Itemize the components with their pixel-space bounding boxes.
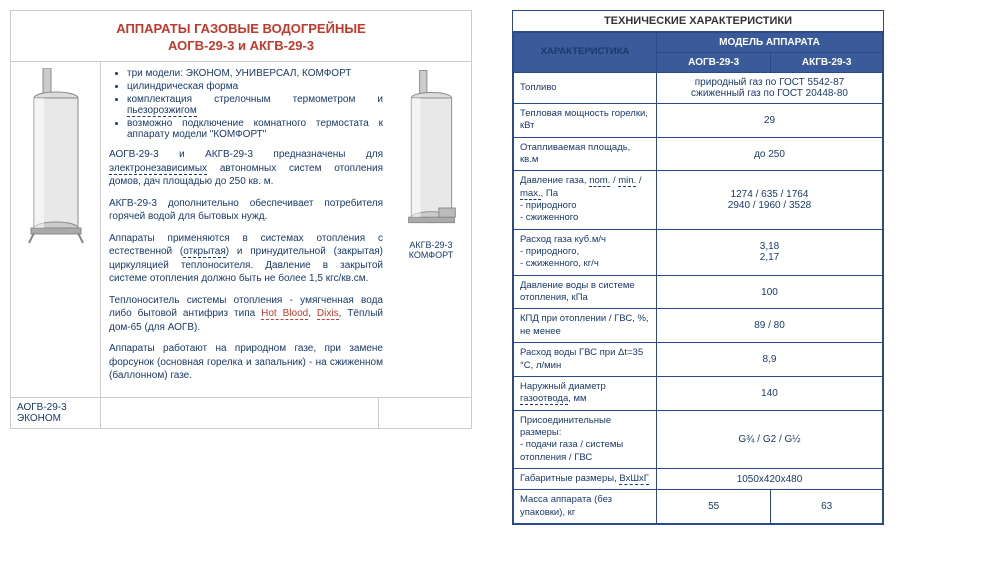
description-body: три модели: ЭКОНОМ, УНИВЕРСАЛ, КОМФОРТ ц… [11, 61, 471, 397]
spec-value: 100 [657, 275, 883, 309]
panel-subtitle: АОГВ-29-3 и АКГВ-29-3 [11, 38, 471, 61]
spec-param: Расход воды ГВС при Δt=35 °C, л/мин [514, 343, 657, 377]
feature-item: цилиндрическая форма [127, 81, 383, 92]
feature-item: три модели: ЭКОНОМ, УНИВЕРСАЛ, КОМФОРТ [127, 68, 383, 79]
spec-row: Масса аппарата (без упаковки), кг5563 [514, 490, 883, 524]
spec-value: 89 / 80 [657, 309, 883, 343]
spec-param: Габаритные размеры, ВхШхГ [514, 468, 657, 489]
spec-value: 29 [657, 104, 883, 138]
spec-param: Топливо [514, 73, 657, 104]
spec-row: Давление газа, nom. / min. / max., Па- п… [514, 171, 883, 229]
spec-row: КПД при отоплении / ГВС, %, не менее89 /… [514, 309, 883, 343]
feature-item: возможно подключение комнатного термоста… [127, 118, 383, 140]
spec-value: до 250 [657, 137, 883, 171]
spec-row: Давление воды в системе отопления, кПа10… [514, 275, 883, 309]
spec-value: природный газ по ГОСТ 5542-87сжиженный г… [657, 73, 883, 104]
spec-value: 55 [657, 490, 771, 524]
product-image-left [11, 62, 101, 397]
bottom-spacer-right [379, 398, 471, 428]
spec-row: Расход воды ГВС при Δt=35 °C, л/мин8,9 [514, 343, 883, 377]
spec-param: Присоединительные размеры:- подачи газа … [514, 410, 657, 468]
spec-value: 63 [771, 490, 883, 524]
feature-list: три модели: ЭКОНОМ, УНИВЕРСАЛ, КОМФОРТ ц… [109, 68, 383, 140]
spec-value: 1274 / 635 / 17642940 / 1960 / 3528 [657, 171, 883, 229]
image-caption-left: АОГВ-29-3 ЭКОНОМ [11, 398, 101, 428]
heater-illustration-left [26, 68, 86, 248]
paragraph: АОГВ-29-3 и АКГВ-29-3 предназначены для … [109, 148, 383, 189]
spec-param: Давление воды в системе отопления, кПа [514, 275, 657, 309]
feature-item: комплектация стрелочным термометром и пь… [127, 94, 383, 116]
paragraph: Аппараты применяются в системах отоплени… [109, 232, 383, 286]
panel-title: АППАРАТЫ ГАЗОВЫЕ ВОДОГРЕЙНЫЕ [11, 11, 471, 38]
spec-value: 1050х420х480 [657, 468, 883, 489]
header-model1: АОГВ-29-3 [657, 53, 771, 73]
spec-row: Присоединительные размеры:- подачи газа … [514, 410, 883, 468]
spec-value: 140 [657, 376, 883, 410]
spec-value: G¾ / G2 / G½ [657, 410, 883, 468]
spec-row: Габаритные размеры, ВхШхГ1050х420х480 [514, 468, 883, 489]
product-description-panel: АППАРАТЫ ГАЗОВЫЕ ВОДОГРЕЙНЫЕ АОГВ-29-3 и… [10, 10, 472, 429]
spec-value: 3,182,17 [657, 229, 883, 275]
description-text: три модели: ЭКОНОМ, УНИВЕРСАЛ, КОМФОРТ ц… [101, 62, 391, 397]
spec-row: Расход газа куб.м/ч- природного,- сжижен… [514, 229, 883, 275]
spec-param: КПД при отоплении / ГВС, %, не менее [514, 309, 657, 343]
product-image-right: АКГВ-29-3 КОМФОРТ [391, 62, 471, 397]
spec-param: Масса аппарата (без упаковки), кг [514, 490, 657, 524]
header-model: МОДЕЛЬ АППАРАТА [657, 33, 883, 53]
spec-param: Наружный диаметр газоотвода, мм [514, 376, 657, 410]
heater-illustration-right [404, 68, 459, 238]
paragraph: Аппараты работают на природном газе, при… [109, 342, 383, 383]
bottom-spacer [101, 398, 379, 428]
spec-param: Давление газа, nom. / min. / max., Па- п… [514, 171, 657, 229]
spec-value: 8,9 [657, 343, 883, 377]
spec-table: ХАРАКТЕРИСТИКА МОДЕЛЬ АППАРАТА АОГВ-29-3… [513, 32, 883, 524]
spec-param: Расход газа куб.м/ч- природного,- сжижен… [514, 229, 657, 275]
spec-param: Отапливаемая площадь, кв.м [514, 137, 657, 171]
header-model2: АКГВ-29-3 [771, 53, 883, 73]
spec-panel: ТЕХНИЧЕСКИЕ ХАРАКТЕРИСТИКИ ХАРАКТЕРИСТИК… [512, 10, 884, 525]
spec-row: Тепловая мощность горелки, кВт29 [514, 104, 883, 138]
spec-title: ТЕХНИЧЕСКИЕ ХАРАКТЕРИСТИКИ [513, 11, 883, 32]
image-caption-right: АКГВ-29-3 КОМФОРТ [395, 240, 467, 260]
header-param: ХАРАКТЕРИСТИКА [514, 33, 657, 73]
spec-row: Отапливаемая площадь, кв.мдо 250 [514, 137, 883, 171]
spec-row: Наружный диаметр газоотвода, мм140 [514, 376, 883, 410]
spec-row: Топливоприродный газ по ГОСТ 5542-87сжиж… [514, 73, 883, 104]
paragraph: Теплоноситель системы отопления - умягче… [109, 294, 383, 335]
spec-param: Тепловая мощность горелки, кВт [514, 104, 657, 138]
paragraph: АКГВ-29-3 дополнительно обеспечивает пот… [109, 197, 383, 224]
bottom-caption-row: АОГВ-29-3 ЭКОНОМ [11, 397, 471, 428]
